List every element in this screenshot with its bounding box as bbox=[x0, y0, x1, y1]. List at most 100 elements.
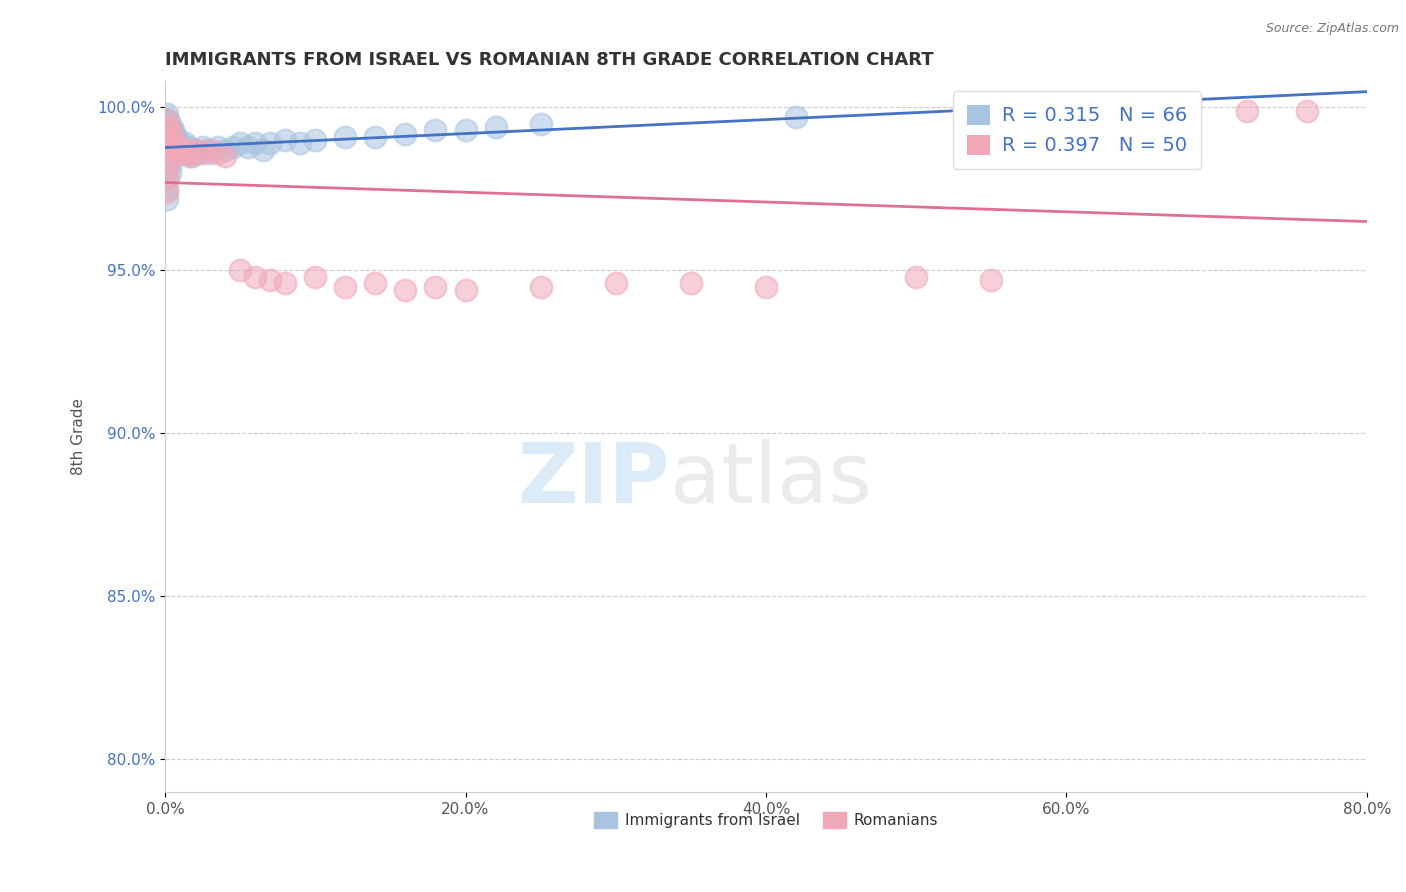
Point bbox=[425, 123, 447, 137]
Point bbox=[155, 139, 177, 153]
Point bbox=[159, 153, 181, 167]
Point bbox=[530, 117, 553, 131]
Point bbox=[159, 123, 181, 137]
Point bbox=[160, 156, 183, 170]
Point bbox=[157, 113, 180, 128]
Point bbox=[214, 149, 236, 163]
Point bbox=[207, 146, 229, 161]
Text: ZIP: ZIP bbox=[517, 439, 669, 520]
Point bbox=[159, 139, 181, 153]
Point bbox=[179, 149, 201, 163]
Point bbox=[181, 146, 204, 161]
Point bbox=[187, 146, 209, 161]
Point bbox=[155, 107, 177, 121]
Point bbox=[163, 127, 186, 141]
Point bbox=[155, 120, 177, 134]
Point bbox=[160, 129, 183, 144]
Point bbox=[785, 110, 807, 124]
Point bbox=[179, 146, 201, 161]
Point bbox=[166, 133, 188, 147]
Point bbox=[214, 143, 236, 157]
Text: IMMIGRANTS FROM ISRAEL VS ROMANIAN 8TH GRADE CORRELATION CHART: IMMIGRANTS FROM ISRAEL VS ROMANIAN 8TH G… bbox=[165, 51, 934, 69]
Text: atlas: atlas bbox=[669, 439, 872, 520]
Point bbox=[165, 143, 187, 157]
Point bbox=[198, 146, 221, 161]
Point bbox=[174, 143, 197, 157]
Point bbox=[169, 143, 191, 157]
Point bbox=[454, 283, 477, 297]
Point bbox=[1054, 103, 1077, 118]
Point bbox=[905, 269, 928, 284]
Point bbox=[155, 192, 177, 206]
Point bbox=[160, 129, 183, 144]
Point bbox=[1085, 103, 1108, 118]
Point bbox=[245, 269, 267, 284]
Point bbox=[229, 136, 252, 151]
Point bbox=[165, 129, 187, 144]
Point bbox=[157, 149, 180, 163]
Point bbox=[181, 149, 204, 163]
Point bbox=[484, 120, 506, 134]
Point bbox=[160, 143, 183, 157]
Point bbox=[173, 136, 195, 151]
Point bbox=[229, 263, 252, 277]
Point bbox=[159, 117, 181, 131]
Point bbox=[304, 269, 326, 284]
Point bbox=[191, 146, 214, 161]
Point bbox=[163, 139, 186, 153]
Point bbox=[155, 123, 177, 137]
Point bbox=[155, 133, 177, 147]
Point bbox=[159, 129, 181, 144]
Point bbox=[245, 136, 267, 151]
Point bbox=[155, 162, 177, 177]
Point bbox=[160, 143, 183, 157]
Point bbox=[364, 129, 387, 144]
Point bbox=[162, 123, 184, 137]
Point bbox=[159, 136, 181, 151]
Point bbox=[454, 123, 477, 137]
Point bbox=[394, 127, 416, 141]
Point bbox=[157, 133, 180, 147]
Point bbox=[191, 139, 214, 153]
Point bbox=[167, 136, 190, 151]
Point bbox=[755, 279, 778, 293]
Y-axis label: 8th Grade: 8th Grade bbox=[72, 398, 86, 475]
Point bbox=[425, 279, 447, 293]
Point bbox=[162, 133, 184, 147]
Point bbox=[155, 169, 177, 183]
Point bbox=[162, 133, 184, 147]
Point bbox=[157, 123, 180, 137]
Point bbox=[155, 113, 177, 128]
Point bbox=[184, 143, 207, 157]
Point bbox=[364, 277, 387, 291]
Point bbox=[259, 273, 281, 287]
Point bbox=[157, 136, 180, 151]
Point bbox=[679, 277, 702, 291]
Point bbox=[172, 146, 194, 161]
Point bbox=[605, 277, 627, 291]
Point bbox=[176, 139, 198, 153]
Point bbox=[172, 139, 194, 153]
Point bbox=[274, 133, 297, 147]
Point bbox=[165, 143, 187, 157]
Point bbox=[170, 143, 193, 157]
Point bbox=[221, 139, 243, 153]
Point bbox=[155, 113, 177, 128]
Point bbox=[155, 182, 177, 196]
Point bbox=[236, 139, 259, 153]
Legend: Immigrants from Israel, Romanians: Immigrants from Israel, Romanians bbox=[588, 805, 943, 834]
Point bbox=[155, 143, 177, 157]
Point bbox=[162, 143, 184, 157]
Point bbox=[980, 273, 1002, 287]
Point bbox=[166, 146, 188, 161]
Point bbox=[184, 143, 207, 157]
Point bbox=[159, 166, 181, 180]
Point bbox=[274, 277, 297, 291]
Point bbox=[252, 143, 274, 157]
Point bbox=[166, 139, 188, 153]
Point bbox=[157, 120, 180, 134]
Point bbox=[163, 139, 186, 153]
Point bbox=[290, 136, 312, 151]
Point bbox=[155, 133, 177, 147]
Point bbox=[1236, 103, 1258, 118]
